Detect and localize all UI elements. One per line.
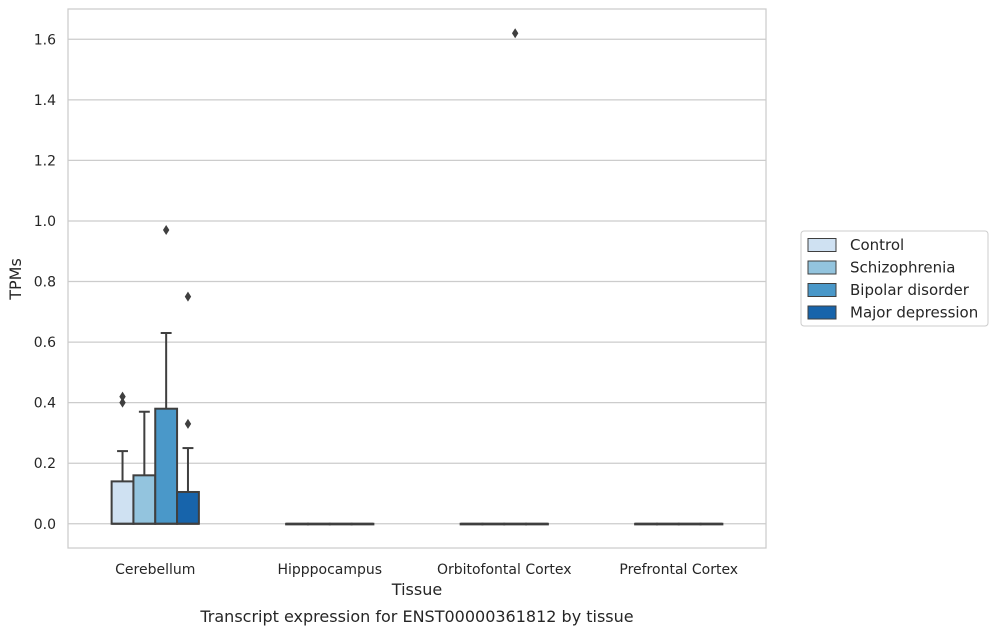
legend-item: Schizophrenia (807, 259, 955, 277)
box-1-3 (350, 522, 375, 526)
y-tick-label: 1.2 (34, 153, 56, 169)
legend-swatch (807, 238, 837, 252)
x-tick-label: Cerebellum (115, 562, 195, 578)
box-3-3 (699, 522, 724, 526)
box-body (176, 490, 200, 525)
outlier-point (119, 397, 126, 408)
y-tick-label: 0.8 (34, 275, 56, 291)
x-tick-label: Prefrontal Cortex (619, 562, 738, 578)
y-tick-label: 0.6 (34, 335, 56, 351)
legend-label: Control (850, 236, 904, 254)
box-0-0 (110, 391, 135, 525)
legend-swatch (807, 260, 837, 275)
legend-label: Bipolar disorder (850, 281, 970, 299)
box-1-0 (285, 522, 309, 526)
box-0-1 (132, 410, 157, 525)
legend-frame (800, 230, 989, 327)
y-tick-label: 1.6 (34, 32, 56, 48)
box-3-1 (655, 522, 680, 526)
y-tick-label: 1.0 (34, 214, 56, 230)
box-2-3 (525, 522, 549, 526)
outlier-point (119, 391, 126, 402)
legend-label: Schizophrenia (850, 259, 955, 277)
y-tick-label: 0.0 (34, 517, 56, 533)
box-2-1 (481, 522, 506, 526)
box-1-2 (328, 522, 353, 526)
box-0-2 (154, 225, 179, 525)
box-body (110, 480, 135, 525)
outlier-point (184, 418, 192, 429)
x-tick-labels: Cerebellum Hipppocampus Orbitofontal Corte… (115, 562, 738, 578)
legend-label: Major depression (850, 304, 978, 322)
plot-frame (67, 8, 767, 549)
y-tick-label: 0.4 (34, 396, 56, 412)
outlier-point (184, 291, 192, 302)
x-tick-label: Hipppocampus (277, 562, 382, 578)
legend-swatch (807, 305, 837, 320)
y-tick-label: 1.4 (34, 93, 56, 109)
outlier-point (511, 28, 519, 39)
x-axis-title: Tissue (391, 580, 442, 599)
chart-caption: Transcript expression for ENST0000036181… (199, 607, 633, 626)
y-tick-labels: 0.0 0.2 0.4 0.6 0.8 1.0 1.2 1.4 1.6 (34, 32, 56, 532)
legend-item: Bipolar disorder (807, 281, 970, 299)
box-body (154, 407, 179, 525)
box-3-2 (677, 522, 702, 526)
legend-item: Control (807, 236, 904, 254)
outlier-point (162, 225, 170, 236)
box-2-0 (459, 522, 484, 526)
legend-swatch (807, 283, 837, 297)
box-body (132, 474, 157, 525)
box-series (110, 28, 724, 526)
box-3-0 (634, 522, 658, 526)
y-axis-title: TPMs (6, 258, 25, 301)
legend-item: Major depression (807, 304, 978, 322)
box-1-1 (306, 522, 331, 526)
legend: Control Schizophrenia Bipolar disorder Majo… (800, 230, 989, 327)
y-tick-label: 0.2 (34, 456, 56, 472)
x-tick-label: Orbitofontal Cortex (437, 562, 572, 578)
box-0-3 (176, 291, 200, 525)
